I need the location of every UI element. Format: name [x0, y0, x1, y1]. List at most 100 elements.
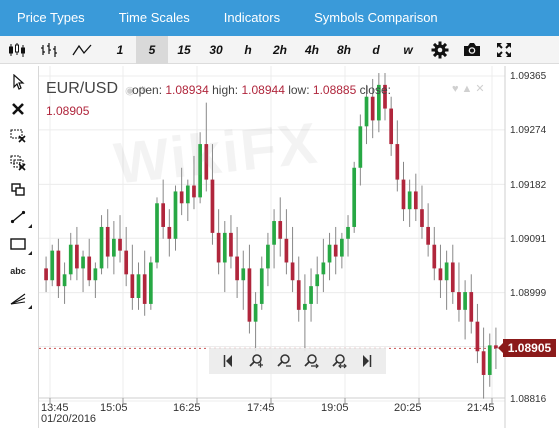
zoom-contract-icon[interactable] — [328, 350, 350, 372]
timeframe-w[interactable]: w — [403, 42, 413, 57]
close-label: close: — [359, 83, 391, 97]
series-options-icon[interactable]: ♥▲✕ — [452, 83, 488, 95]
zoom-in-icon[interactable] — [245, 350, 267, 372]
candle-body — [93, 268, 98, 281]
select-delete-icon[interactable] — [3, 122, 33, 149]
candle-body — [327, 244, 332, 263]
candle-body — [407, 191, 412, 210]
candle-body — [494, 345, 498, 349]
text-label-icon[interactable]: abc — [3, 257, 33, 284]
candle-body — [333, 244, 338, 257]
candle-body — [118, 238, 122, 251]
low-value: 1.08885 — [312, 83, 357, 97]
scroll-left-icon[interactable] — [218, 350, 240, 372]
candle-body — [370, 96, 375, 121]
candle-body — [136, 274, 141, 298]
timeframe-8h[interactable]: 8h — [336, 42, 351, 57]
candle-body — [142, 274, 147, 304]
low-label: low: — [288, 83, 310, 97]
menu-indicators[interactable]: Indicators — [223, 10, 281, 25]
timeframe-2h[interactable]: 2h — [272, 42, 287, 57]
timeframe-30[interactable]: 30 — [209, 42, 223, 57]
candle-body — [241, 268, 246, 281]
menu-price-types[interactable]: Price Types — [17, 10, 85, 25]
candle-body — [469, 292, 474, 322]
candle-body — [321, 262, 326, 275]
trend-line-icon[interactable] — [3, 203, 33, 230]
candle-body — [173, 191, 178, 239]
candle-body — [383, 84, 387, 109]
x-tick-label: 16:25 — [173, 402, 201, 414]
candle-body — [278, 221, 283, 239]
candle-body — [401, 179, 406, 210]
last-value: 1.08905 — [46, 104, 90, 118]
fullscreen-icon[interactable] — [488, 36, 520, 64]
candle-body — [124, 250, 129, 275]
timeframe-d[interactable]: d — [372, 42, 380, 57]
zoom-out-icon[interactable] — [273, 350, 295, 372]
high-label: high: — [212, 83, 239, 97]
cursor-icon[interactable] — [3, 68, 33, 95]
x-tick-label: 13:45 — [41, 402, 69, 414]
candle-body — [155, 203, 159, 263]
fan-icon[interactable] — [3, 284, 33, 311]
candle-body — [266, 244, 270, 269]
candle-body — [216, 232, 221, 263]
gear-icon[interactable] — [424, 36, 456, 64]
menu-symbols-comparison[interactable]: Symbols Comparison — [314, 10, 438, 25]
open-value: 1.08934 — [165, 83, 209, 97]
timeframe-4h[interactable]: 4h — [304, 42, 319, 57]
x-date-label: 01/20/2016 — [41, 413, 97, 425]
candle-body — [444, 262, 449, 281]
candle-body — [112, 238, 116, 257]
candle-body — [185, 185, 190, 204]
delete-all-icon[interactable] — [3, 149, 33, 176]
timeframe-5[interactable]: 5 — [136, 35, 168, 64]
candle-body — [463, 292, 467, 310]
candle-body — [229, 232, 233, 257]
candle-body — [315, 274, 320, 287]
camera-icon[interactable] — [456, 36, 488, 64]
candle-body — [161, 203, 166, 227]
candle-body — [272, 221, 276, 245]
menu-time-scales[interactable]: Time Scales — [118, 10, 190, 25]
candle-body — [303, 303, 307, 310]
candle-body — [358, 126, 363, 168]
rectangle-icon[interactable] — [3, 230, 33, 257]
timeframe-h[interactable]: h — [244, 42, 252, 57]
candle-body — [290, 262, 295, 281]
x-tick-label: 17:45 — [247, 402, 275, 414]
chart-navigator — [209, 348, 386, 374]
symbol-name: EUR/USD — [46, 80, 119, 97]
y-tick-label: 1.09091 — [510, 234, 547, 245]
candle-body — [395, 144, 400, 180]
candle-body — [235, 256, 239, 281]
timeframe-15[interactable]: 15 — [177, 42, 191, 57]
candle-body — [148, 262, 153, 304]
zoom-expand-icon[interactable] — [300, 350, 322, 372]
clone-icon[interactable] — [3, 176, 33, 203]
submenu-indicator — [28, 251, 32, 255]
candle-body — [432, 244, 437, 269]
current-price-tag: 1.08905 — [498, 339, 556, 357]
candle-body — [198, 144, 202, 198]
candle-body — [426, 226, 430, 245]
delete-icon[interactable] — [3, 95, 33, 122]
candle-body — [352, 167, 357, 227]
candle-body — [192, 185, 196, 198]
line-chart-icon[interactable] — [66, 36, 98, 64]
text-label-tool-text: abc — [10, 265, 26, 276]
candle-body — [413, 191, 418, 210]
candle-body — [204, 144, 209, 180]
timeframe-1[interactable]: 1 — [116, 42, 124, 57]
ohlc-bars-icon[interactable] — [34, 36, 66, 64]
candles-icon[interactable] — [2, 36, 34, 64]
x-tick-label: 20:25 — [394, 402, 422, 414]
toolbar: 1 5 15 30 h 2h 4h 8h d w — [0, 35, 559, 64]
scroll-right-icon[interactable] — [355, 350, 377, 372]
candle-body — [99, 226, 104, 269]
eye-icon[interactable]: ◉ ⚙ — [125, 85, 148, 97]
menu-bar: Price Types Time Scales Indicators Symbo… — [0, 0, 559, 36]
chart-area[interactable] — [38, 66, 557, 428]
candle-body — [210, 179, 215, 233]
